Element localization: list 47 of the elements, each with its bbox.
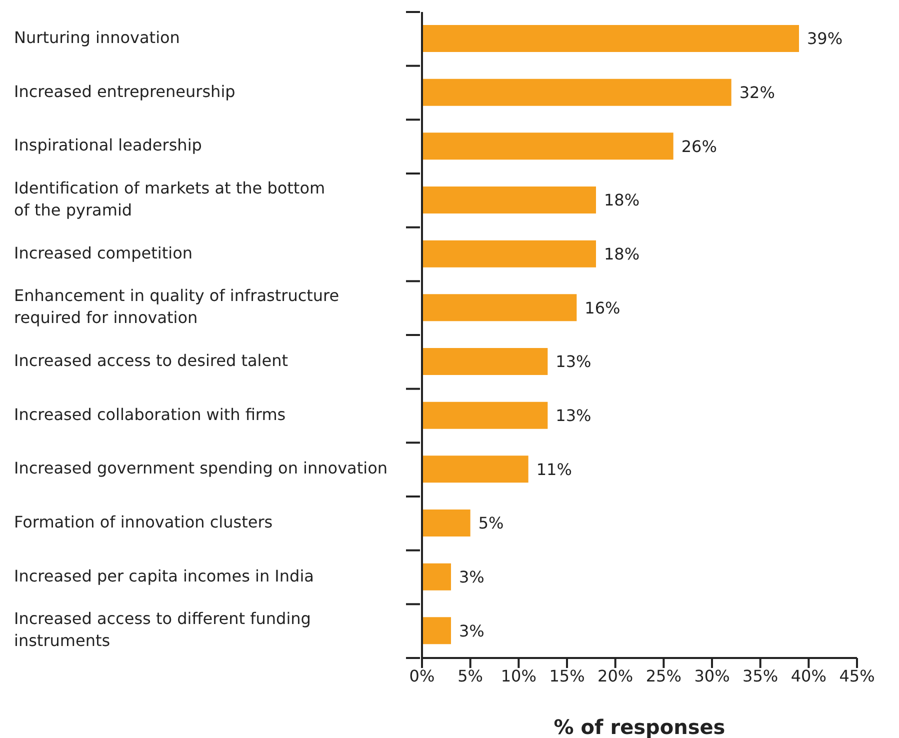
y-tick-label: Increased access to different funding instruments — [14, 609, 311, 650]
x-tick-label: 30% — [694, 666, 730, 686]
data-label: 26% — [681, 136, 717, 156]
x-tick-label: 40% — [790, 666, 826, 686]
x-tick-label: 15% — [549, 666, 585, 686]
bar — [422, 617, 451, 644]
y-tick-label: Increased government spending on innovation — [14, 458, 388, 478]
bar — [422, 510, 470, 536]
bar — [422, 456, 528, 483]
data-label: 3% — [459, 568, 484, 587]
y-tick-label: Nurturing innovation — [14, 28, 180, 48]
y-tick-label: Formation of innovation clusters — [14, 512, 273, 532]
data-label: 3% — [459, 621, 484, 640]
bar — [422, 402, 548, 429]
y-tick-label: Identification of markets at the bottom of the pyramid — [14, 178, 326, 220]
y-tick-label: Increased access to desired talent — [14, 351, 288, 370]
y-tick-label: Increased competition — [14, 244, 192, 263]
data-label: 16% — [584, 298, 620, 318]
bar — [422, 563, 451, 590]
y-tick-label: Increased per capita incomes in India — [14, 566, 314, 586]
y-tick-label: Inspirational leadership — [14, 136, 202, 155]
bar — [422, 240, 596, 268]
data-label: 39% — [807, 29, 843, 48]
x-tick-label: 5% — [458, 666, 484, 686]
x-tick-label: 0% — [409, 666, 435, 686]
x-tick-label: 20% — [598, 666, 634, 686]
bar — [422, 25, 799, 52]
x-axis-title: % of responses — [554, 715, 726, 738]
data-label: 13% — [556, 352, 592, 372]
x-tick-label: 25% — [646, 666, 682, 686]
y-tick-label: Increased collaboration with firms — [14, 405, 286, 424]
data-label: 32% — [739, 83, 775, 102]
y-tick-label: Increased entrepreneurship — [14, 82, 236, 102]
bar — [422, 294, 577, 322]
x-tick-label: 10% — [500, 666, 536, 686]
data-label: 18% — [604, 190, 640, 210]
data-label: 18% — [604, 244, 640, 264]
bar — [422, 132, 674, 160]
data-label: 13% — [556, 406, 592, 426]
x-tick-label: 45% — [839, 666, 875, 686]
bar — [422, 78, 732, 106]
data-label: 11% — [536, 460, 572, 479]
bar — [422, 186, 596, 214]
y-tick-label: Enhancement in quality of infrastructure required for innovation — [14, 286, 340, 328]
bar — [422, 348, 548, 375]
data-label: 5% — [478, 514, 504, 533]
x-tick-label: 35% — [742, 666, 778, 686]
